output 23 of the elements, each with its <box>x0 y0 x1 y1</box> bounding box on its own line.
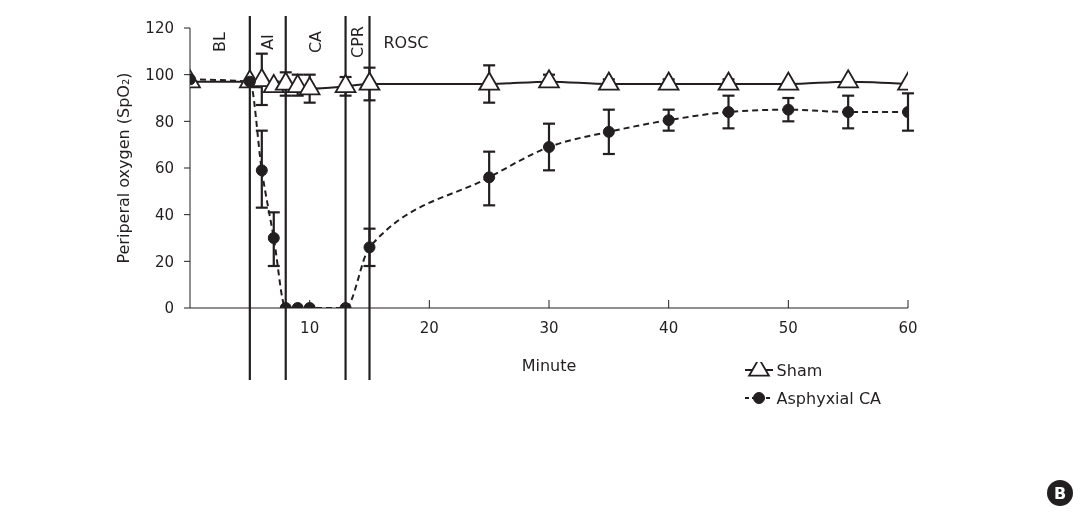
y-tick-label: 120 <box>145 19 174 38</box>
legend-label: Asphyxial CA <box>776 388 881 408</box>
annotation: AI <box>258 34 278 50</box>
x-tick-label: 10 <box>300 318 320 337</box>
y-tick-label: 60 <box>154 159 174 178</box>
y-tick-label: 100 <box>145 65 174 84</box>
y-tick-label: 80 <box>154 112 174 131</box>
x-tick-label: 60 <box>898 318 918 337</box>
legend-label: Sham <box>776 360 823 380</box>
x-tick-label: 20 <box>419 318 439 337</box>
x-tick-label: 40 <box>659 318 679 337</box>
text: B <box>1047 480 1073 506</box>
annotation: CPR <box>348 26 368 58</box>
x-axis-title: Minute <box>521 356 577 375</box>
y-axis-title: Periperal oxygen (SpO₂) <box>114 72 133 264</box>
x-tick-label: 30 <box>539 318 559 337</box>
annotation: BL <box>210 31 230 52</box>
y-tick-label: 0 <box>164 299 174 318</box>
annotation: CA <box>306 30 326 54</box>
x-tick-label: 50 <box>778 318 798 337</box>
y-tick-label: 20 <box>154 252 174 271</box>
annotation: ROSC <box>383 32 429 52</box>
y-tick-label: 40 <box>154 205 174 224</box>
